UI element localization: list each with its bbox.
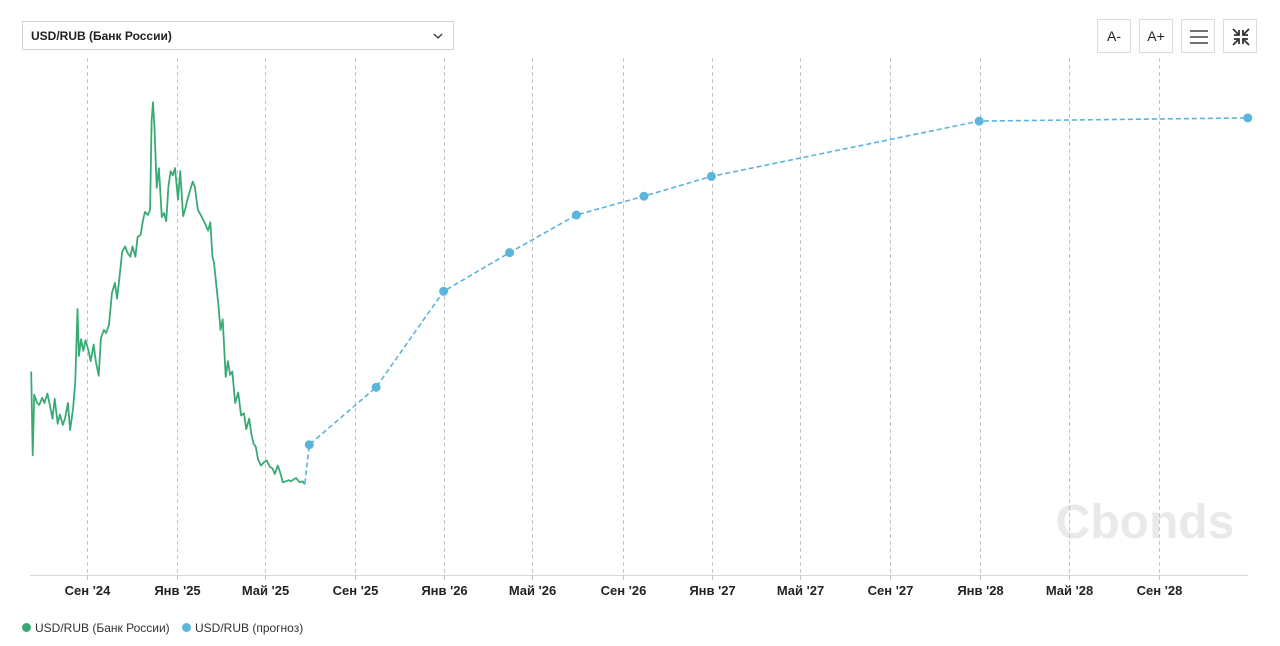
x-tick-label: Сен '25 (333, 583, 379, 598)
forecast-point[interactable] (304, 440, 314, 450)
menu-button[interactable] (1181, 19, 1215, 53)
x-tick-label: Янв '28 (957, 583, 1003, 598)
x-tick-label: Сен '27 (868, 583, 914, 598)
legend-item-forecast[interactable]: USD/RUB (прогноз) (182, 621, 303, 635)
collapse-button[interactable] (1223, 19, 1257, 53)
series-selector[interactable]: USD/RUB (Банк России) (22, 21, 454, 50)
legend-label-forecast: USD/RUB (прогноз) (195, 621, 304, 635)
x-tick-label: Сен '28 (1137, 583, 1183, 598)
forecast-point[interactable] (706, 171, 716, 181)
x-tick-label: Янв '26 (421, 583, 467, 598)
forecast-point[interactable] (505, 248, 515, 258)
x-tick-label: Май '28 (1046, 583, 1093, 598)
x-tick-label: Май '25 (242, 583, 289, 598)
x-tick-label: Янв '27 (689, 583, 735, 598)
font-decrease-button[interactable]: A- (1097, 19, 1131, 53)
forecast-point[interactable] (439, 286, 449, 296)
series-selector-value: USD/RUB (Банк России) (31, 29, 172, 43)
legend-label-actual: USD/RUB (Банк России) (35, 621, 170, 635)
forecast-point[interactable] (974, 116, 984, 126)
series-line-actual (30, 101, 306, 485)
hamburger-icon (1190, 30, 1208, 44)
x-tick-label: Янв '25 (154, 583, 200, 598)
font-increase-button[interactable]: A+ (1139, 19, 1173, 53)
chevron-down-icon (433, 33, 443, 39)
legend-dot-forecast (182, 623, 191, 633)
x-tick-label: Сен '24 (65, 583, 111, 598)
series-line-forecast (304, 117, 1248, 484)
legend-dot-actual (22, 623, 31, 633)
collapse-icon (1232, 28, 1250, 46)
legend-item-actual[interactable]: USD/RUB (Банк России) (22, 621, 170, 635)
forecast-point[interactable] (639, 191, 649, 201)
x-tick-label: Май '27 (777, 583, 824, 598)
forecast-point[interactable] (571, 210, 581, 220)
forecast-point[interactable] (371, 382, 381, 392)
x-tick-label: Май '26 (509, 583, 556, 598)
forecast-point[interactable] (1243, 113, 1253, 123)
watermark: Cbonds (1056, 496, 1235, 549)
x-tick-label: Сен '26 (601, 583, 647, 598)
